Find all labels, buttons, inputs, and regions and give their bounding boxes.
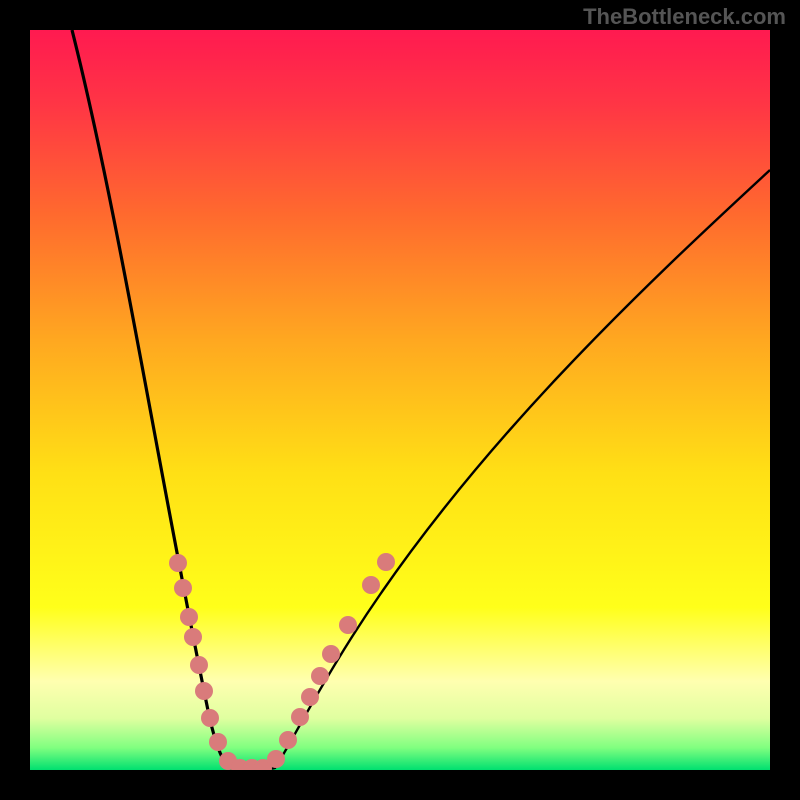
data-point bbox=[209, 733, 227, 751]
border-left bbox=[0, 0, 30, 800]
data-point bbox=[362, 576, 380, 594]
data-point bbox=[291, 708, 309, 726]
chart-container: TheBottleneck.com bbox=[0, 0, 800, 800]
border-right bbox=[770, 0, 800, 800]
data-point bbox=[169, 554, 187, 572]
data-point bbox=[190, 656, 208, 674]
data-point bbox=[311, 667, 329, 685]
chart-background bbox=[30, 30, 770, 770]
data-point bbox=[279, 731, 297, 749]
bottleneck-chart bbox=[0, 0, 800, 800]
data-point bbox=[301, 688, 319, 706]
data-point bbox=[322, 645, 340, 663]
data-point bbox=[174, 579, 192, 597]
data-point bbox=[195, 682, 213, 700]
watermark-text: TheBottleneck.com bbox=[583, 4, 786, 30]
border-bottom bbox=[0, 770, 800, 800]
data-point bbox=[184, 628, 202, 646]
data-point bbox=[201, 709, 219, 727]
data-point bbox=[339, 616, 357, 634]
data-point bbox=[377, 553, 395, 571]
data-point bbox=[180, 608, 198, 626]
data-point bbox=[267, 750, 285, 768]
